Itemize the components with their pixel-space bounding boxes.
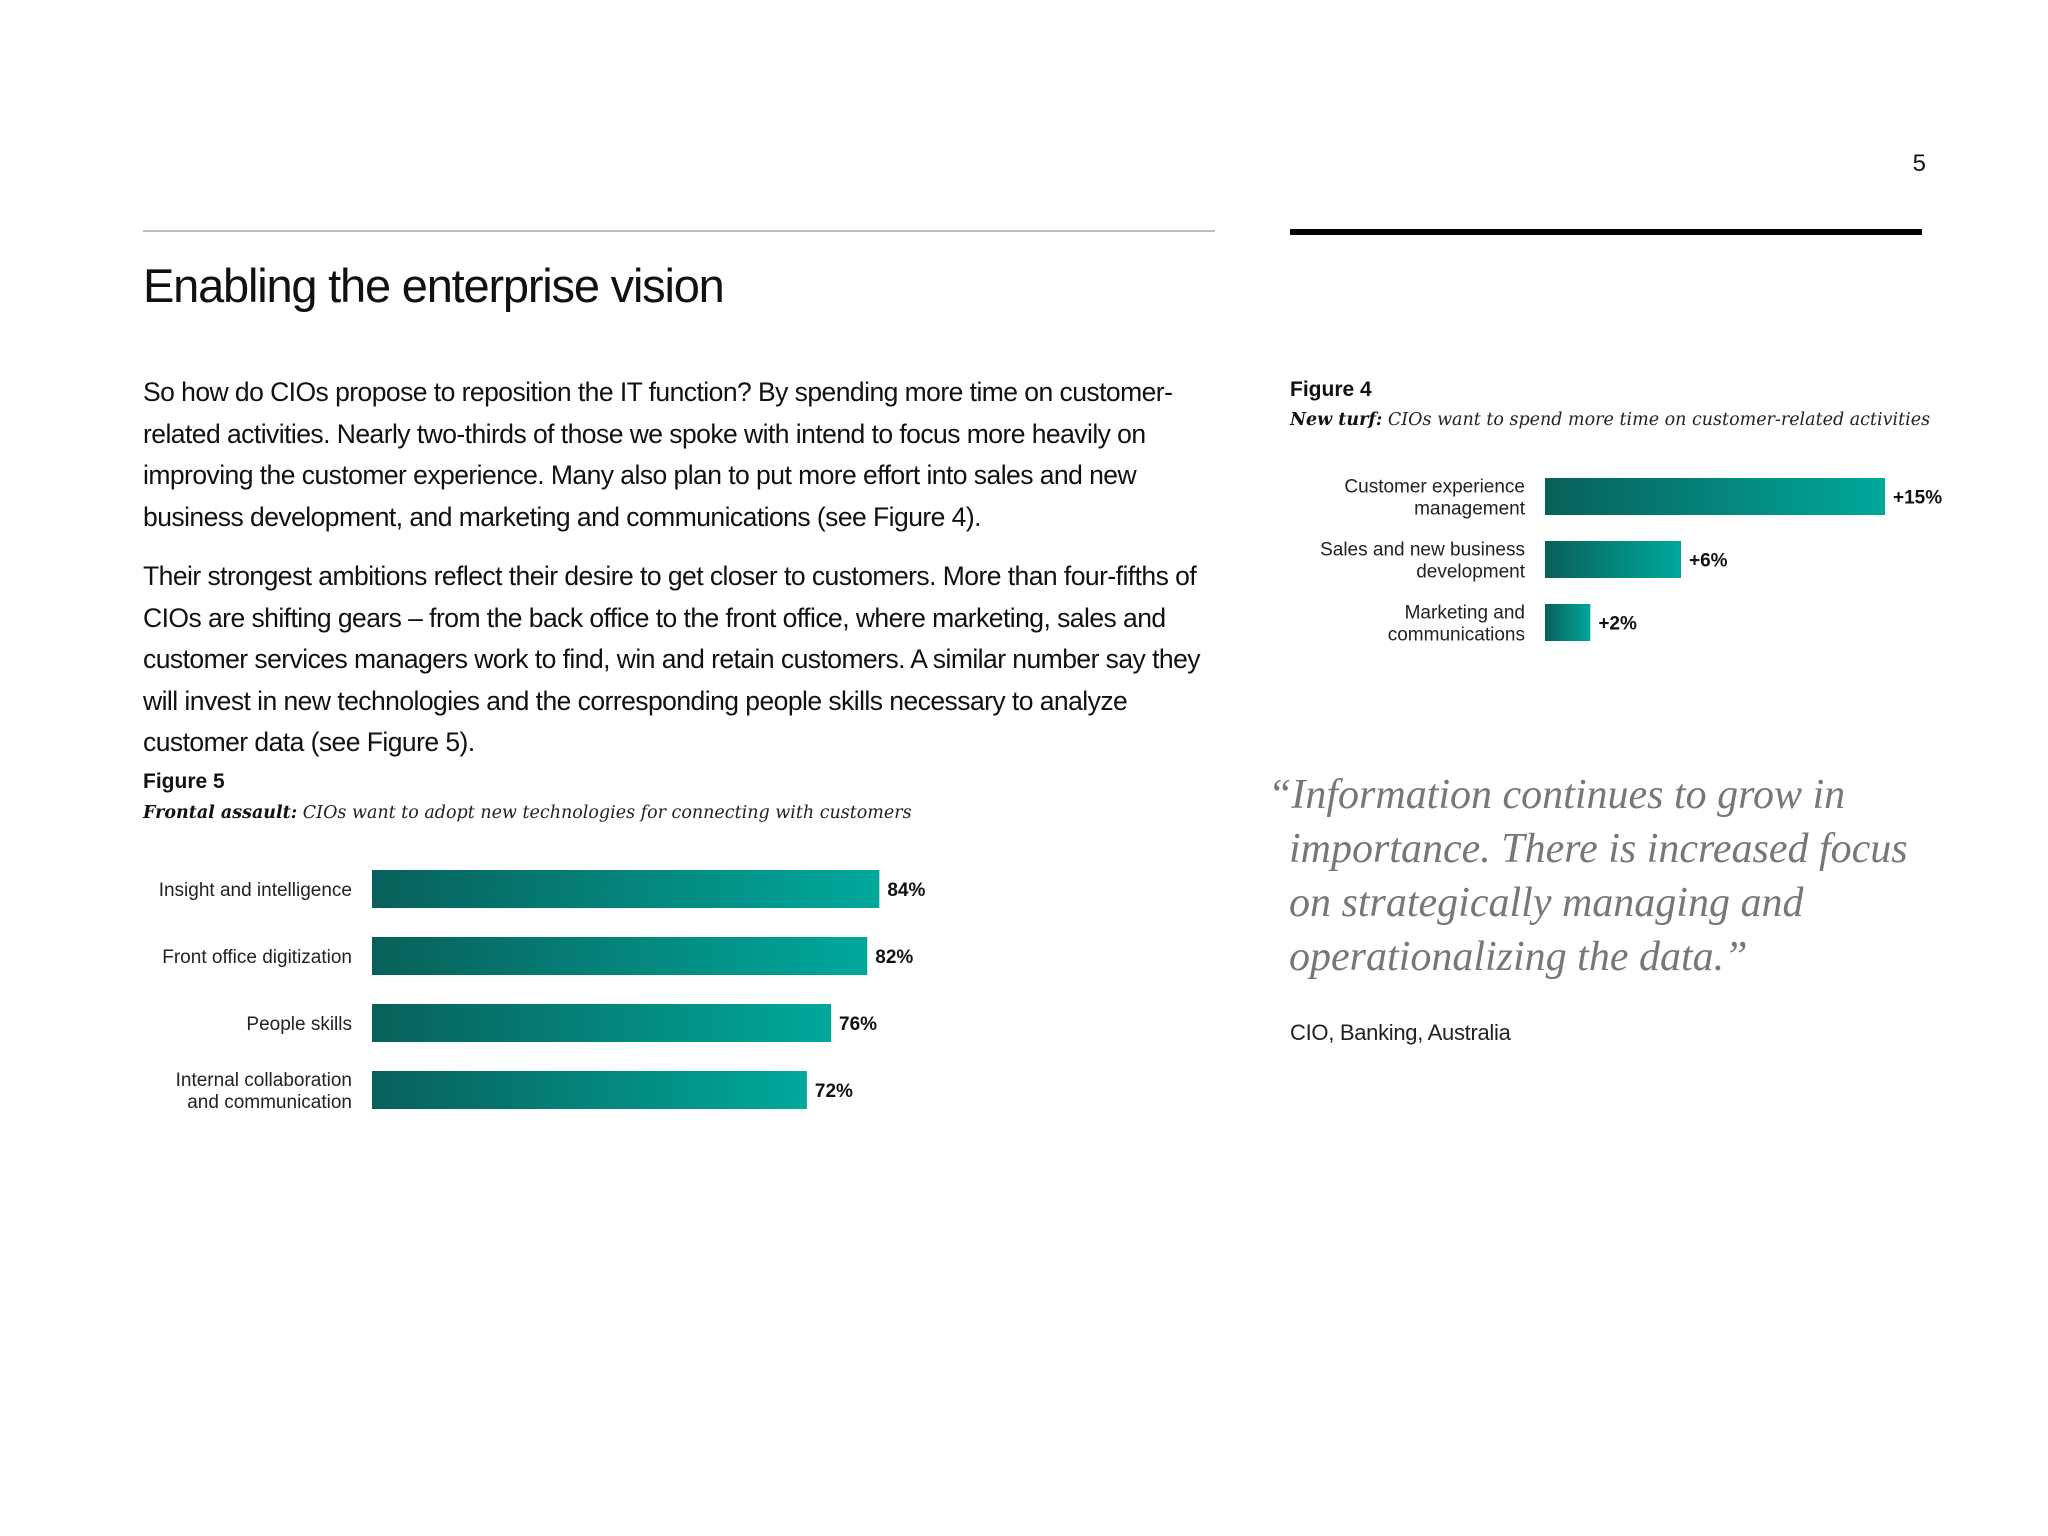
- figure4-label: Figure 4: [1290, 378, 1372, 401]
- figure4-bar-3: [1545, 604, 1591, 641]
- figure4-bar-1: [1545, 478, 1885, 515]
- body-paragraph-2: Their strongest ambitions reflect their …: [143, 561, 1201, 757]
- pull-quote-line-2: importance. There is increased focus: [1289, 826, 1908, 872]
- header-rule-left: [143, 230, 1215, 232]
- figure5-subtitle-bold: Frontal assault:: [143, 803, 298, 823]
- figure5-subtitle-text: CIOs want to adopt new technologies for …: [297, 803, 912, 823]
- quote-attribution: CIO, Banking, Australia: [1290, 1020, 1511, 1045]
- figure4-bar-2: [1545, 541, 1681, 578]
- figure4-category-label-2: Sales and new business development: [1320, 540, 1526, 583]
- figure4-subtitle-text: CIOs want to spend more time on customer…: [1382, 410, 1931, 430]
- figure5-subtitle: Frontal assault: CIOs want to adopt new …: [143, 803, 912, 823]
- figure4-chart: +15% Customer experience management +6% Sale…: [1320, 477, 1942, 646]
- figure4-category-label-1: Customer experience management: [1344, 477, 1525, 520]
- figure5-bar-4: [372, 1071, 807, 1109]
- body-paragraph-1: So how do CIOs propose to reposition the…: [143, 377, 1173, 532]
- figure5-value-label-2: 82%: [875, 947, 913, 968]
- figure5-label: Figure 5: [143, 770, 225, 793]
- figure5-category-label-2: Front office digitization: [162, 947, 352, 968]
- figure5-category-label-4: Internal collaboration and communication: [176, 1070, 352, 1113]
- figure5-category-label-3: People skills: [246, 1014, 352, 1035]
- pull-quote-line-4: operationalizing the data.”: [1289, 934, 1748, 980]
- pull-quote: “Information continues to grow in import…: [1268, 768, 1948, 984]
- figure4-value-label-1: +15%: [1893, 488, 1942, 509]
- figure5-value-label-3: 76%: [839, 1014, 877, 1035]
- figure4-subtitle-bold: New turf:: [1290, 410, 1383, 430]
- pull-quote-line-3: on strategically managing and: [1289, 880, 1804, 926]
- figure5-chart: 84% Insight and intelligence 82% Front offi…: [159, 870, 925, 1113]
- pull-quote-line-1: “Information continues to grow in: [1268, 772, 1846, 818]
- header-rule-right: [1290, 229, 1922, 235]
- figure4-value-label-3: +2%: [1598, 614, 1637, 635]
- figure5-value-label-1: 84%: [887, 880, 925, 901]
- page-number: 5: [1912, 150, 1926, 177]
- figure4-category-label-3: Marketing and communications: [1388, 603, 1525, 646]
- figure5-bar-1: [372, 870, 880, 908]
- figure5-category-label-1: Insight and intelligence: [159, 880, 352, 901]
- figure4-subtitle: New turf: CIOs want to spend more time o…: [1290, 410, 1930, 430]
- figure4-value-label-2: +6%: [1689, 551, 1728, 572]
- figure5-bar-3: [372, 1004, 832, 1042]
- figure5-bar-2: [372, 937, 868, 975]
- page-title: Enabling the enterprise vision: [143, 259, 725, 312]
- figure5-value-label-4: 72%: [815, 1081, 853, 1102]
